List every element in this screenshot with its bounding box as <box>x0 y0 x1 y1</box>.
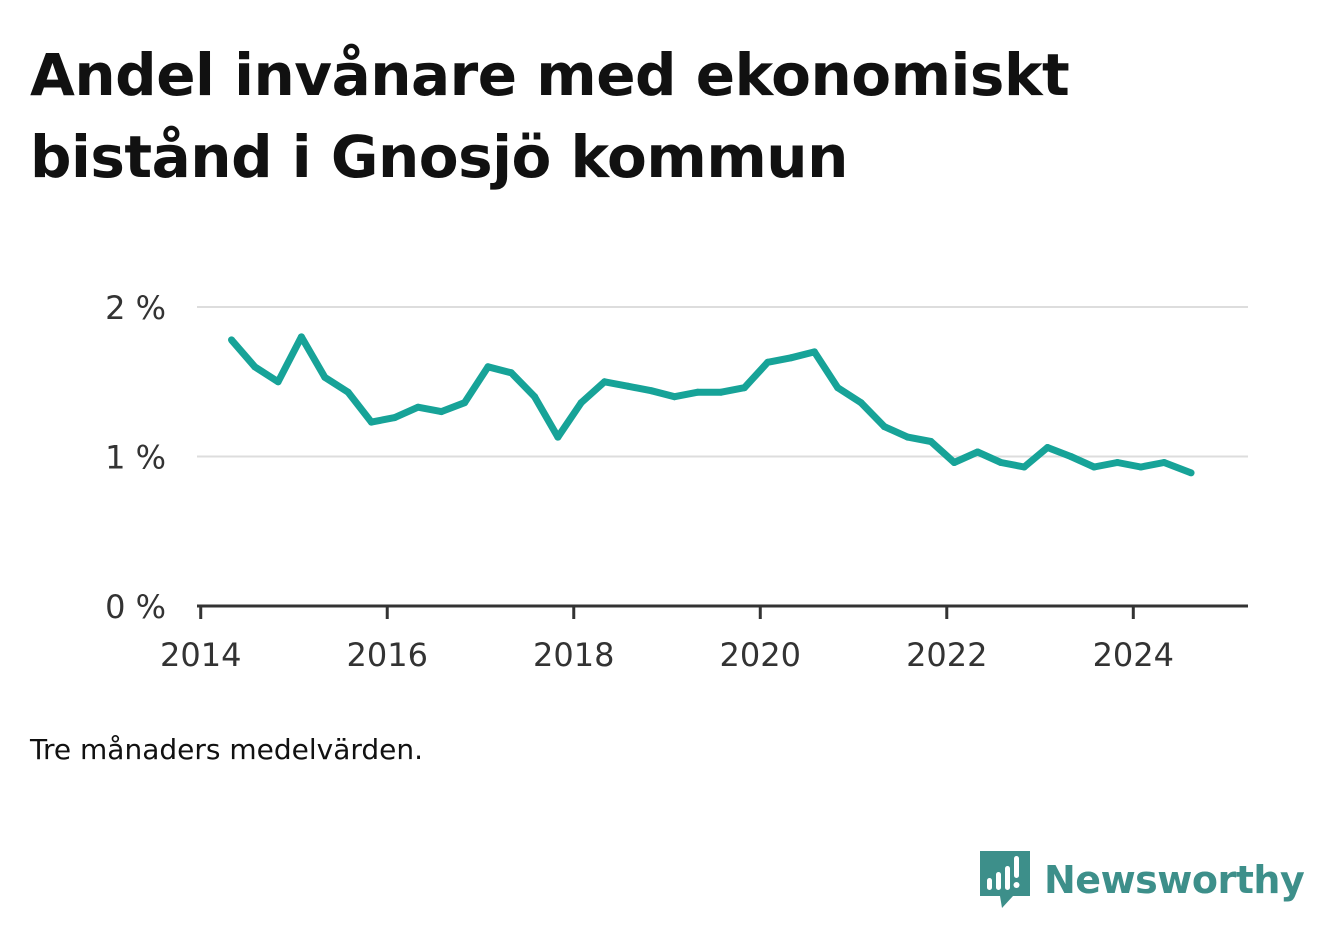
x-tick-label: 2024 <box>1093 636 1174 674</box>
data-point <box>344 388 352 396</box>
x-axis-labels: 2014 2016 2018 2020 2022 2024 <box>160 636 1174 674</box>
data-point <box>274 378 282 386</box>
data-point <box>997 459 1005 466</box>
bar-chart-speech-bubble-icon <box>980 851 1030 908</box>
y-tick-label: 2 % <box>105 289 166 327</box>
data-point <box>484 363 492 371</box>
data-point <box>507 369 515 377</box>
series-layer <box>228 333 1195 477</box>
data-point <box>787 354 795 362</box>
data-point <box>554 433 562 441</box>
data-point <box>764 358 772 366</box>
data-point <box>810 348 818 356</box>
data-point <box>1067 453 1075 460</box>
data-point <box>834 384 842 392</box>
data-point <box>461 399 469 407</box>
data-point <box>1137 463 1145 471</box>
data-point <box>1044 444 1051 451</box>
data-point <box>857 399 865 407</box>
series-line <box>228 333 1193 477</box>
brand-logo: Newsworthy <box>980 848 1305 912</box>
x-axis <box>197 604 1248 619</box>
y-tick-label: 1 % <box>105 439 166 477</box>
data-point <box>1160 459 1168 466</box>
data-point <box>251 363 259 371</box>
data-point <box>694 388 702 396</box>
data-point <box>717 388 725 396</box>
data-point <box>624 382 632 390</box>
data-point <box>437 408 445 416</box>
data-point <box>740 384 748 392</box>
data-point <box>647 387 655 395</box>
data-point <box>974 448 982 456</box>
y-axis-labels: 0 % 1 % 2 % <box>105 289 166 626</box>
data-point <box>391 414 399 422</box>
data-point <box>414 403 422 411</box>
data-point <box>577 399 585 407</box>
data-point <box>228 336 235 344</box>
chart-title: Andel invånare med ekonomiskt bistånd i … <box>30 41 1070 191</box>
x-tick-label: 2018 <box>533 636 614 674</box>
x-tick-label: 2022 <box>906 636 987 674</box>
x-tick-label: 2016 <box>347 636 428 674</box>
data-point <box>904 433 912 441</box>
data-point <box>1187 469 1195 477</box>
data-point <box>367 418 375 426</box>
data-point <box>1020 463 1028 471</box>
x-tick-label: 2014 <box>160 636 241 674</box>
brand-name: Newsworthy <box>1044 858 1305 902</box>
y-tick-label: 0 % <box>105 588 166 626</box>
data-point <box>950 459 958 466</box>
data-point <box>1090 463 1098 471</box>
x-tick-label: 2020 <box>720 636 801 674</box>
chart-note: Tre månaders medelvärden. <box>30 733 424 766</box>
data-point <box>531 393 539 401</box>
data-point <box>927 438 935 445</box>
data-point <box>671 393 678 401</box>
grid-lines <box>197 306 1248 458</box>
data-point <box>601 378 608 386</box>
data-point <box>321 373 329 381</box>
data-point <box>1113 459 1121 466</box>
data-point <box>880 423 888 431</box>
data-point <box>297 333 305 341</box>
